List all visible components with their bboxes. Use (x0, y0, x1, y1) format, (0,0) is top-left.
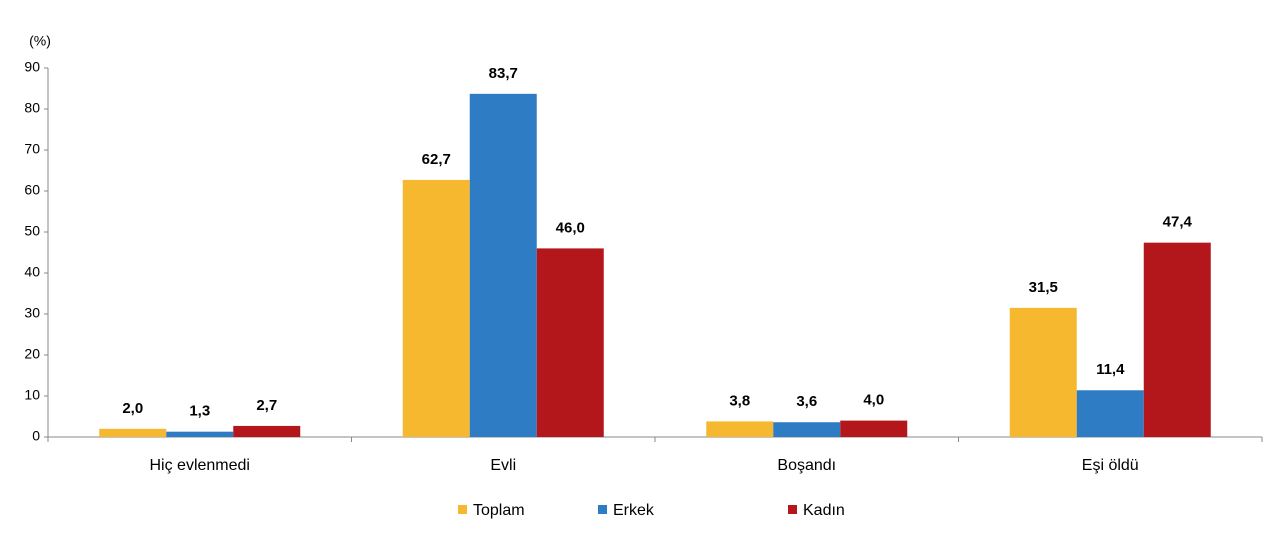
y-tick-label: 10 (24, 387, 40, 403)
value-label: 3,8 (729, 392, 750, 409)
value-label: 83,7 (489, 65, 518, 82)
legend-label: Kadın (803, 502, 845, 519)
y-tick-label: 80 (24, 100, 40, 116)
bar (402, 179, 470, 437)
y-tick-label: 70 (24, 141, 40, 157)
value-label: 46,0 (556, 219, 585, 236)
bar (536, 248, 604, 437)
bar (1143, 242, 1211, 437)
y-tick-label: 90 (24, 59, 40, 75)
y-axis-label: (%) (29, 33, 51, 49)
x-tick-label: Boşandı (777, 457, 836, 474)
value-label: 4,0 (863, 392, 884, 409)
bar (840, 420, 908, 437)
value-label: 1,3 (189, 403, 210, 420)
legend-swatch (598, 505, 607, 514)
legend-label: Toplam (473, 502, 525, 519)
legend-swatch (788, 505, 797, 514)
value-label: 2,7 (256, 397, 277, 414)
x-tick-label: Eşi öldü (1082, 457, 1139, 474)
value-label: 31,5 (1029, 279, 1058, 296)
y-tick-label: 30 (24, 305, 40, 321)
y-tick-label: 20 (24, 346, 40, 362)
y-tick-label: 0 (32, 428, 40, 444)
y-tick-label: 60 (24, 182, 40, 198)
bar (706, 421, 774, 437)
bar (1076, 390, 1144, 437)
value-label: 11,4 (1096, 361, 1125, 378)
y-tick-label: 40 (24, 264, 40, 280)
value-label: 2,0 (122, 400, 143, 417)
x-tick-label: Evli (490, 457, 516, 474)
bar (166, 431, 234, 437)
bar (1009, 307, 1077, 437)
value-label: 3,6 (796, 393, 817, 410)
bar (233, 425, 301, 437)
legend-label: Erkek (613, 502, 655, 519)
value-label: 62,7 (422, 151, 451, 168)
bar (99, 428, 167, 437)
y-tick-label: 50 (24, 223, 40, 239)
legend-swatch (458, 505, 467, 514)
bar (469, 93, 537, 437)
x-tick-label: Hiç evlenmedi (150, 457, 250, 474)
value-label: 47,4 (1163, 214, 1193, 231)
bar (773, 422, 841, 437)
